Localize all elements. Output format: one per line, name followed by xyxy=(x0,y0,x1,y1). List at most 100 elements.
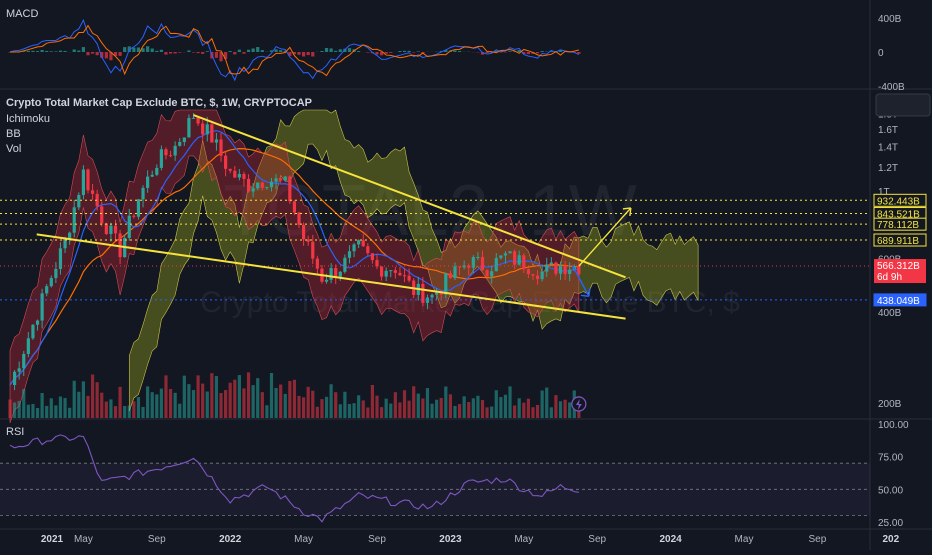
time-label-6: 2023 xyxy=(439,534,462,545)
macd-histogram-bar xyxy=(196,52,199,53)
candle-body xyxy=(297,213,300,225)
candle-body xyxy=(238,174,241,178)
rsi-label: RSI xyxy=(6,426,24,438)
macd-histogram-bar xyxy=(366,52,369,53)
volume-bar xyxy=(380,407,383,418)
volume-bar xyxy=(394,392,397,418)
candle-body xyxy=(27,338,30,354)
candle-body xyxy=(114,226,117,234)
volume-bar xyxy=(330,384,333,418)
candle-body xyxy=(261,183,264,188)
volume-bar xyxy=(568,402,571,418)
candle-body xyxy=(210,124,213,142)
volume-bar xyxy=(169,389,172,418)
volume-bar xyxy=(270,373,273,418)
price-tick-3: 1.2T xyxy=(878,163,898,174)
candle-body xyxy=(293,201,296,212)
macd-histogram-bar xyxy=(86,52,89,55)
volume-bar xyxy=(233,380,236,418)
candle-body xyxy=(50,278,53,286)
volume-bar xyxy=(435,400,438,418)
volume-bar xyxy=(73,381,76,418)
candle-body xyxy=(486,270,489,276)
candle-body xyxy=(22,354,25,368)
volume-bar xyxy=(316,407,319,418)
candle-body xyxy=(302,225,305,239)
candle-body xyxy=(265,187,268,188)
candle-body xyxy=(196,118,199,124)
volume-bar xyxy=(472,398,475,418)
candle-body xyxy=(508,251,511,253)
macd-histogram-bar xyxy=(348,48,351,52)
volume-bar xyxy=(343,392,346,418)
macd-line xyxy=(10,20,579,80)
volume-bar xyxy=(518,398,521,418)
candle-body xyxy=(82,170,85,195)
candle-body xyxy=(141,188,144,199)
volume-bar xyxy=(513,405,516,418)
candle-body xyxy=(146,177,149,188)
candle-body xyxy=(100,206,103,223)
volume-bar xyxy=(22,389,25,418)
volume-bar xyxy=(499,397,502,418)
macd-histogram-bar xyxy=(54,51,57,52)
macd-histogram-bar xyxy=(389,52,392,53)
time-label-7: May xyxy=(514,534,533,545)
volume-bar xyxy=(302,397,305,418)
price-tick-2: 1.4T xyxy=(878,143,898,154)
time-label-2: Sep xyxy=(148,534,166,545)
time-label-10: May xyxy=(735,534,754,545)
candle-body xyxy=(224,156,227,169)
macd-histogram-bar xyxy=(229,51,232,52)
macd-histogram-bar xyxy=(256,47,259,52)
candle-body xyxy=(499,255,502,258)
volume-bar xyxy=(54,405,57,418)
level-value-3: 689.911B xyxy=(877,236,919,247)
candle-body xyxy=(215,139,218,142)
volume-bar xyxy=(279,385,282,418)
candle-body xyxy=(73,207,76,232)
macd-histogram-bar xyxy=(91,52,94,54)
macd-histogram-bar xyxy=(261,50,264,52)
candle-body xyxy=(490,271,493,276)
volume-bar xyxy=(385,399,388,418)
indicator-vol[interactable]: Vol xyxy=(6,143,21,155)
macd-histogram-bar xyxy=(96,52,99,55)
candle-body xyxy=(577,266,580,274)
volume-bar xyxy=(449,394,452,418)
macd-histogram-bar xyxy=(252,48,255,52)
candle-body xyxy=(219,139,222,155)
volume-bar xyxy=(68,408,71,418)
macd-histogram-bar xyxy=(307,52,310,55)
rsi-tick-0: 100.00 xyxy=(878,420,909,431)
volume-bar xyxy=(247,372,250,418)
volume-bar xyxy=(293,380,296,418)
candle-body xyxy=(252,188,255,191)
candle-body xyxy=(192,118,195,119)
volume-bar xyxy=(8,399,11,418)
macd-histogram-bar xyxy=(132,48,135,52)
volume-bar xyxy=(508,386,511,418)
volume-bar xyxy=(196,375,199,418)
candle-body xyxy=(389,270,392,271)
volume-bar xyxy=(307,387,310,418)
macd-histogram-bar xyxy=(320,51,323,52)
macd-histogram-bar xyxy=(187,50,190,52)
macd-histogram-bar xyxy=(536,52,539,53)
candle-body xyxy=(77,195,80,207)
indicator-bb[interactable]: BB xyxy=(6,128,21,140)
candle-body xyxy=(476,257,479,258)
time-label-12: 202 xyxy=(882,534,899,545)
indicator-ichimoku[interactable]: Ichimoku xyxy=(6,113,50,125)
volume-bar xyxy=(63,398,66,418)
candle-body xyxy=(36,321,39,325)
candle-body xyxy=(394,270,397,273)
volume-bar xyxy=(91,375,94,418)
rsi-tick-1: 75.00 xyxy=(878,453,903,464)
candle-body xyxy=(554,263,557,274)
volume-bar xyxy=(18,401,21,418)
candle-body xyxy=(366,246,369,253)
volume-bar xyxy=(36,408,39,418)
volume-bar xyxy=(559,401,562,418)
